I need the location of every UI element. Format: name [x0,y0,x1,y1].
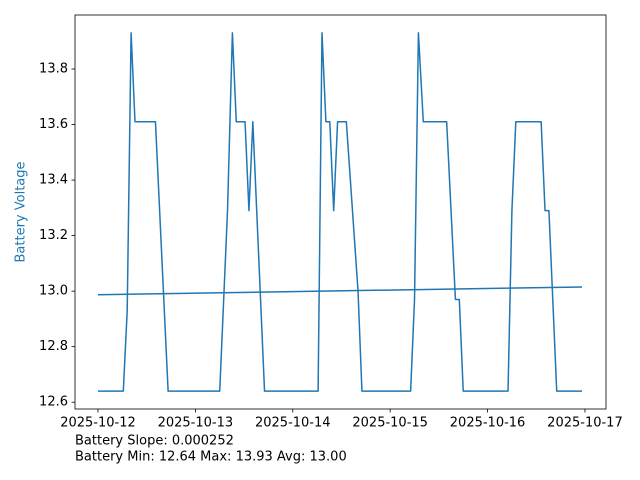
annotation: Battery Slope: 0.000252 [75,434,234,449]
x-tick-label: 2025-10-14 [255,416,331,431]
x-tick-label: 2025-10-15 [352,416,428,431]
trend-line [97,286,583,296]
x-tick-label: 2025-10-17 [547,416,623,431]
y-tick-label: 13.2 [39,228,68,243]
x-tick-label: 2025-10-13 [158,416,234,431]
y-tick-label: 13.0 [39,284,68,299]
y-tick-label: 13.8 [39,62,68,77]
y-tick-label: 13.4 [39,173,68,188]
y-tick-label: 12.6 [39,395,68,410]
y-axis-label: Battery Voltage [14,161,29,262]
series-line [97,32,583,392]
annotation: Battery Min: 12.64 Max: 13.93 Avg: 13.00 [75,450,347,465]
plot-frame [74,14,607,410]
y-tick-label: 13.6 [39,117,68,132]
y-tick-label: 12.8 [39,339,68,354]
x-tick-label: 2025-10-12 [60,416,136,431]
x-tick-label: 2025-10-16 [450,416,526,431]
